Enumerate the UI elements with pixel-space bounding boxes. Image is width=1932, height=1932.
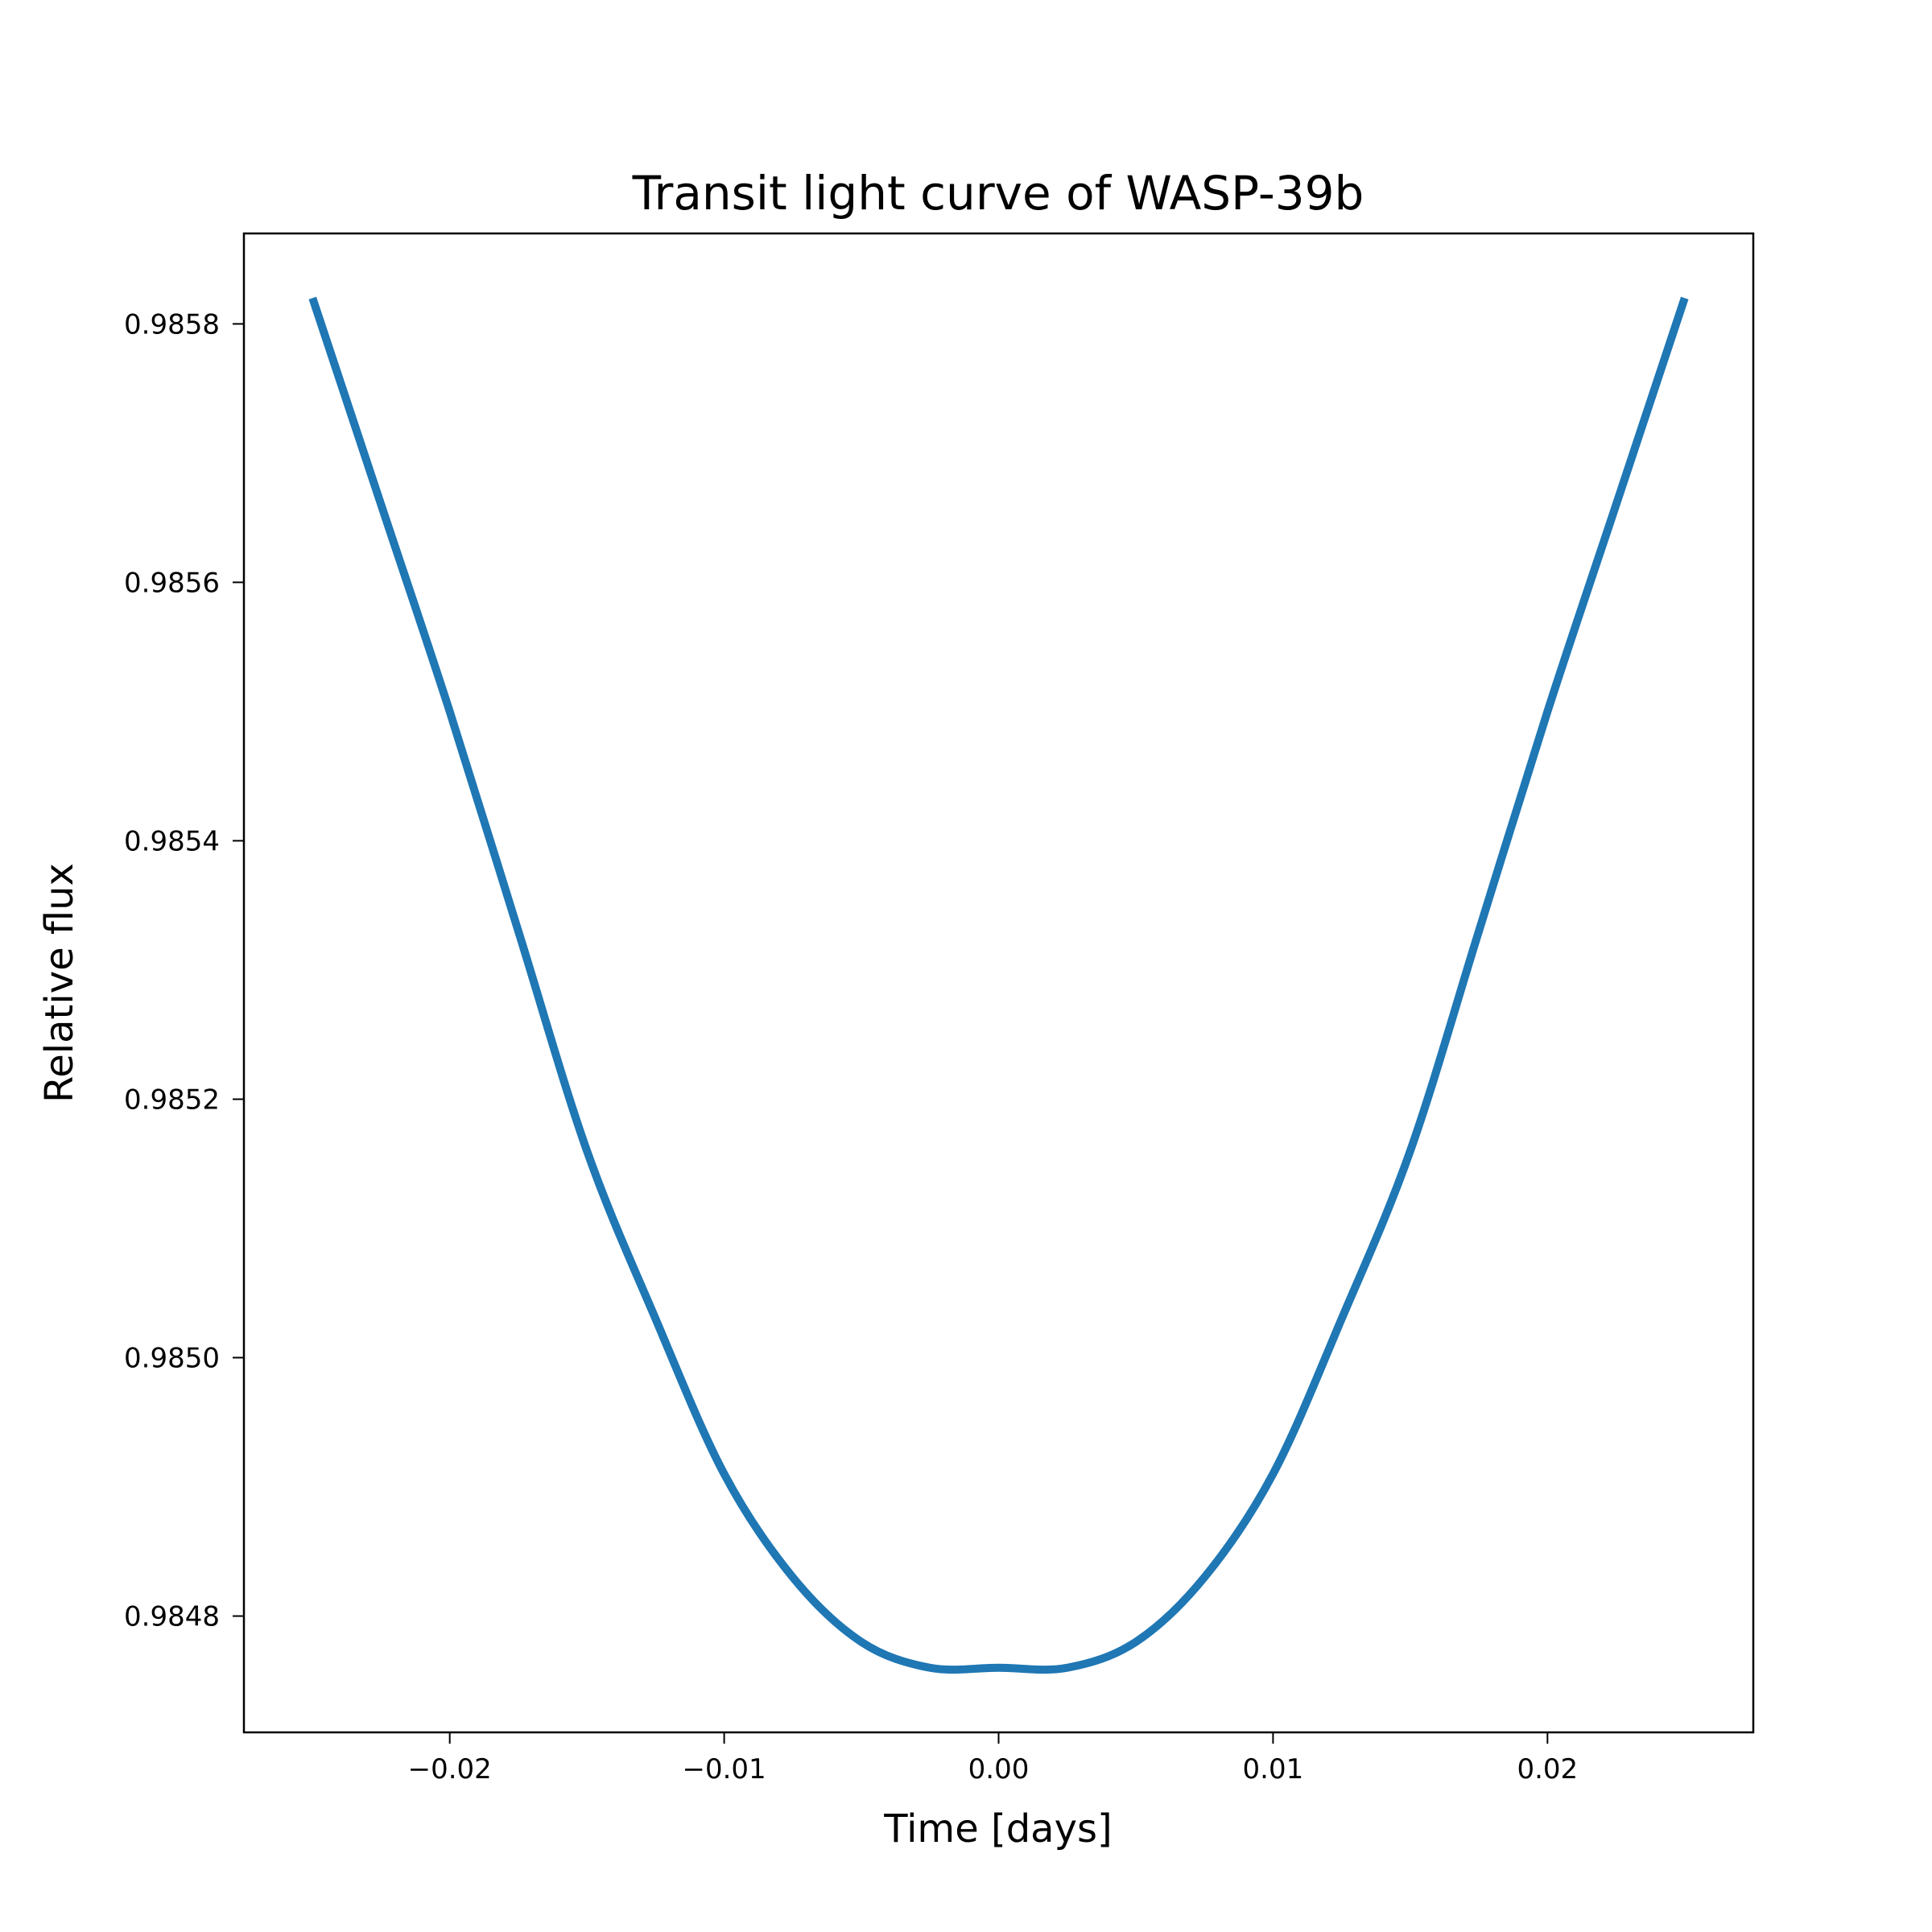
x-tick-label: −0.02: [408, 1753, 492, 1785]
y-tick-label: 0.9850: [124, 1343, 220, 1375]
y-axis-label: Relative flux: [37, 863, 82, 1103]
y-tick-label: 0.9848: [124, 1601, 220, 1633]
y-tick-label: 0.9854: [124, 825, 220, 857]
chart-title: Transit light curve of WASP-39b: [632, 166, 1364, 221]
x-tick-label: 0.00: [968, 1753, 1030, 1785]
y-tick-label: 0.9852: [124, 1084, 220, 1116]
x-axis-ticks: −0.02 −0.01 0.00 0.01 0.02: [408, 1732, 1578, 1785]
x-tick-label: 0.02: [1517, 1753, 1578, 1785]
transit-light-curve-line: [308, 296, 1689, 1674]
x-axis-label: Time [days]: [883, 1806, 1112, 1852]
x-tick-label: 0.01: [1243, 1753, 1304, 1785]
y-axis-ticks: 0.9848 0.9850 0.9852 0.9854 0.9856 0.9858: [124, 308, 244, 1633]
x-tick-label: −0.01: [682, 1753, 766, 1785]
plot-area-frame: [242, 232, 1755, 1734]
y-tick-label: 0.9856: [124, 567, 220, 599]
y-tick-label: 0.9858: [124, 308, 220, 341]
